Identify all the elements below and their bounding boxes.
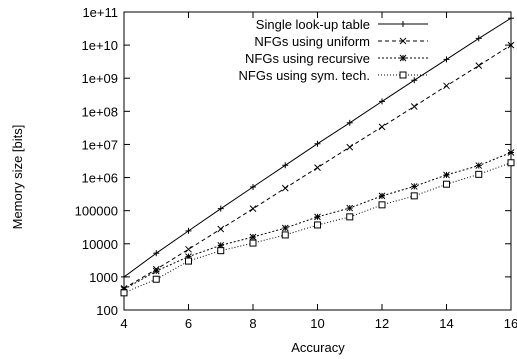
data-point [121, 273, 127, 280]
data-point [410, 183, 418, 190]
data-point [120, 289, 128, 297]
data-point [282, 162, 289, 169]
legend-marker [400, 21, 406, 27]
series-4 [120, 159, 515, 297]
y-tick-label: 10000 [82, 237, 118, 252]
data-point [507, 41, 515, 49]
data-point [314, 221, 321, 229]
series-3 [120, 149, 515, 293]
legend-label: NFGs using sym. tech. [239, 68, 370, 83]
y-tick-label: 1000 [89, 270, 118, 285]
data-point [185, 245, 192, 253]
data-point [281, 231, 289, 239]
data-point [410, 103, 418, 110]
x-axis-ticks: 4 6 8 10 12 14 16 [120, 12, 517, 331]
x-tick-label: 6 [185, 316, 192, 331]
x-tick-label: 10 [310, 316, 324, 331]
data-point [379, 98, 385, 105]
data-point [153, 250, 160, 257]
data-point [475, 62, 483, 69]
y-tick-label: 1e+09 [81, 71, 118, 86]
legend-marker [399, 37, 407, 45]
x-tick-label: 16 [504, 316, 517, 331]
data-point [250, 183, 256, 190]
y-tick-label: 100000 [75, 204, 118, 219]
data-point [185, 227, 192, 234]
data-point [281, 184, 289, 192]
data-point [152, 275, 160, 283]
data-point [152, 267, 160, 275]
data-point [217, 205, 224, 212]
y-tick-label: 1e+07 [81, 137, 118, 152]
x-tick-label: 8 [249, 316, 256, 331]
y-axis-ticks: 100 1000 10000 100000 1e+06 1e+07 1e+08 1e+09 1e… [75, 5, 511, 318]
data-point [443, 180, 450, 188]
data-point [217, 225, 225, 233]
data-point [249, 239, 257, 247]
data-point [411, 77, 418, 84]
x-tick-label: 14 [439, 316, 453, 331]
y-tick-label: 1e+08 [81, 104, 118, 119]
legend-label: NFGs using recursive [245, 51, 370, 66]
data-point [443, 171, 450, 179]
data-point [185, 257, 192, 265]
x-tick-label: 4 [120, 316, 127, 331]
x-axis-label: Accuracy [291, 340, 345, 355]
data-point [346, 143, 354, 151]
data-point [507, 149, 515, 156]
data-point [249, 233, 257, 241]
data-point [314, 164, 321, 171]
data-point [217, 247, 225, 255]
data-point [346, 213, 354, 221]
legend-label: NFGs using uniform [254, 34, 370, 49]
data-point [249, 205, 257, 213]
data-point [475, 35, 482, 42]
data-point [507, 159, 515, 167]
data-point [281, 224, 289, 232]
series-layer [120, 15, 515, 297]
data-point [475, 162, 483, 169]
series-line [123, 152, 512, 290]
data-point [410, 192, 418, 200]
y-tick-label: 1e+11 [82, 5, 118, 20]
data-point [443, 56, 450, 63]
data-point [314, 213, 321, 221]
y-tick-label: 100 [96, 303, 118, 318]
data-point [443, 82, 450, 90]
legend-marker [399, 54, 407, 62]
data-point [378, 192, 386, 200]
y-axis-label: Memory size [bits] [10, 125, 25, 230]
data-point [475, 170, 483, 178]
data-point [346, 119, 353, 126]
data-point [346, 204, 354, 212]
series-1 [121, 15, 514, 280]
legend: Single look-up table NFGs using uniform NF… [239, 17, 428, 83]
legend-label: Single look-up table [256, 17, 370, 32]
y-tick-label: 1e+06 [81, 171, 118, 186]
legend-marker [399, 71, 407, 79]
x-tick-label: 12 [375, 316, 389, 331]
data-point [378, 201, 386, 209]
data-point [314, 140, 321, 147]
data-point [378, 123, 386, 131]
y-tick-label: 1e+10 [81, 38, 118, 53]
data-point [508, 15, 514, 22]
